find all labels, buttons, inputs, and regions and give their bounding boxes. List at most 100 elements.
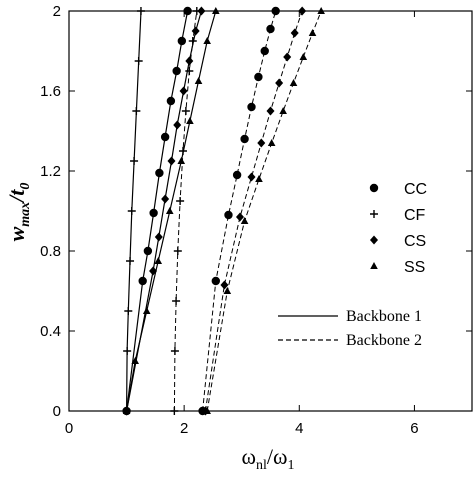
- data-point: [170, 347, 179, 355]
- data-point: [132, 107, 141, 115]
- data-point: [194, 77, 203, 84]
- data-point: [220, 280, 229, 290]
- series-cc-backbone-1: [122, 6, 192, 416]
- data-point: [257, 138, 266, 148]
- data-point: [154, 232, 163, 242]
- y-axis-title-slash: /t: [4, 189, 29, 204]
- data-point: [266, 24, 275, 34]
- data-point: [240, 134, 249, 144]
- data-point: [279, 107, 287, 114]
- x-tick-label: 2: [180, 420, 188, 437]
- data-point: [240, 217, 249, 224]
- data-point: [235, 212, 244, 222]
- x-axis-title-main: ω: [242, 444, 256, 469]
- legend-label: Backbone 1: [346, 308, 422, 325]
- x-tick-label: 0: [65, 420, 73, 437]
- legend-label: SS: [404, 259, 425, 276]
- data-point: [166, 96, 176, 106]
- legend-marker-diamond: [370, 235, 378, 245]
- data-point: [211, 276, 221, 286]
- series-line: [126, 10, 189, 412]
- legend-label: CC: [404, 181, 427, 198]
- data-point: [130, 157, 139, 165]
- data-point: [290, 28, 299, 38]
- data-point: [134, 57, 143, 65]
- y-axis-title-main: w: [4, 226, 29, 241]
- data-point: [178, 147, 187, 155]
- series-line: [206, 10, 322, 412]
- y-tick-label: 0.4: [40, 323, 61, 340]
- data-point: [167, 156, 176, 166]
- data-point: [160, 132, 170, 142]
- y-axis-title-sub2: 0: [18, 183, 33, 190]
- data-point: [127, 207, 136, 215]
- legend-marker-circle: [369, 183, 379, 193]
- series-line: [126, 10, 217, 412]
- y-tick-label: 1.2: [40, 163, 61, 180]
- x-axis-title-slash: /ω: [267, 444, 288, 469]
- x-axis-title: ωnl/ω1: [242, 444, 295, 473]
- data-point: [154, 257, 163, 264]
- data-point: [188, 37, 197, 45]
- data-point: [186, 117, 194, 124]
- data-point: [172, 297, 181, 305]
- series-line: [173, 10, 198, 412]
- legend-label: CF: [404, 207, 426, 224]
- data-point: [181, 107, 190, 115]
- data-point: [123, 347, 132, 355]
- data-point: [232, 170, 242, 180]
- x-tick-label: 6: [410, 420, 418, 437]
- legend-label: CS: [404, 233, 426, 250]
- data-point: [267, 139, 276, 146]
- data-point: [161, 194, 170, 204]
- data-point: [155, 168, 164, 178]
- data-point: [177, 36, 187, 46]
- data-point: [131, 357, 140, 364]
- legend-entry-backbone-1: Backbone 1: [278, 308, 422, 325]
- series-line: [204, 10, 303, 412]
- legend-marker-triangle: [370, 262, 378, 269]
- data-point: [308, 29, 317, 36]
- plot-series: [122, 6, 325, 416]
- data-point: [172, 66, 181, 76]
- data-point: [223, 287, 232, 294]
- series-line: [202, 10, 277, 412]
- data-point: [126, 257, 135, 265]
- legend-marker-plus: [370, 210, 378, 218]
- legend-entry-backbone-2: Backbone 2: [278, 332, 422, 349]
- y-tick-label: 2: [53, 3, 61, 20]
- data-point: [173, 247, 182, 255]
- y-axis-title-sub: max: [18, 202, 33, 227]
- data-point: [176, 197, 185, 205]
- data-point: [142, 307, 151, 314]
- legend-entry-ss: SS: [370, 259, 425, 276]
- plot-frame: [68, 10, 473, 412]
- data-point: [165, 207, 174, 214]
- data-point: [283, 52, 292, 62]
- x-axis-title-sub2: 1: [287, 458, 294, 473]
- data-point: [275, 78, 284, 88]
- legend-entry-cf: CF: [370, 207, 426, 224]
- data-point: [143, 246, 153, 256]
- y-tick-label: 1.6: [40, 83, 61, 100]
- legend: CC CF CS SS Backbone 1 Backbone 2: [278, 181, 427, 349]
- series-ss-backbone-2: [203, 7, 325, 414]
- data-point: [149, 208, 158, 218]
- series-ss-backbone-1: [122, 7, 220, 414]
- data-point: [179, 86, 188, 96]
- data-point: [177, 157, 186, 164]
- legend-entry-cs: CS: [370, 233, 426, 250]
- data-point: [260, 46, 269, 56]
- series-cc-backbone-2: [198, 6, 280, 416]
- y-axis-title: wmax/t0: [4, 183, 33, 242]
- series-cs-backbone-2: [201, 6, 307, 416]
- x-tick-label: 4: [295, 420, 303, 437]
- legend-label: Backbone 2: [346, 332, 422, 349]
- data-point: [203, 37, 211, 44]
- data-point: [124, 307, 133, 315]
- data-point: [191, 26, 200, 36]
- data-point: [299, 53, 308, 60]
- data-point: [247, 102, 256, 112]
- data-point: [224, 210, 233, 220]
